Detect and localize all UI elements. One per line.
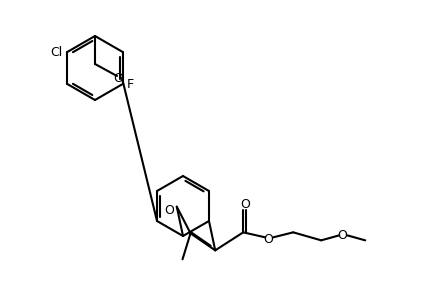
Text: O: O xyxy=(113,72,123,85)
Text: Cl: Cl xyxy=(50,46,62,58)
Text: O: O xyxy=(337,229,347,242)
Text: O: O xyxy=(164,204,174,217)
Text: O: O xyxy=(240,198,250,211)
Text: O: O xyxy=(263,233,273,246)
Text: F: F xyxy=(127,77,134,91)
